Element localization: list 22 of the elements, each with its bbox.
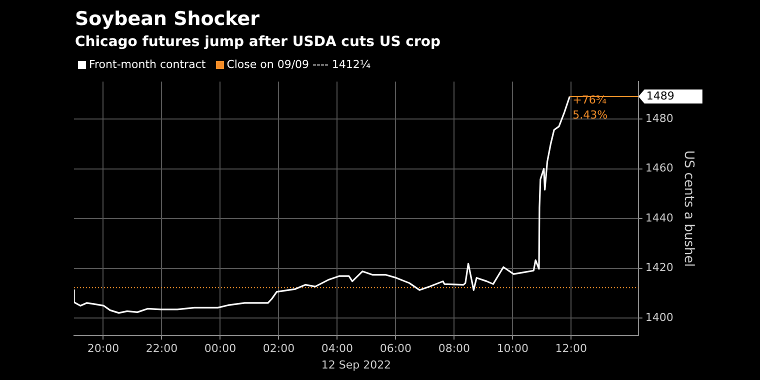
legend-label: Front-month contract [89, 58, 206, 71]
y-tick-label: 1460 [645, 162, 674, 175]
y-tick-label: 1420 [645, 261, 674, 274]
x-axis-title: 12 Sep 2022 [321, 358, 392, 372]
x-tick-label: 08:00 [438, 342, 470, 356]
y-tick-label: 1480 [645, 112, 674, 125]
legend-label: Close on 09/09 ---- 1412¼ [226, 58, 371, 71]
x-tick-label: 22:00 [146, 342, 178, 356]
y-tick-label: 1440 [645, 211, 674, 224]
x-tick-label: 02:00 [262, 342, 295, 356]
x-tick-label: 12:00 [555, 342, 587, 356]
chart-title: Soybean Shocker [75, 8, 260, 30]
x-tick-label: 06:00 [380, 342, 412, 356]
annotation: 5.43% [572, 108, 608, 122]
annotation: 1489 [646, 89, 674, 102]
chart-subtitle: Chicago futures jump after USDA cuts US crop [75, 34, 440, 50]
x-tick-label: 20:00 [87, 342, 120, 356]
x-tick-label: 10:00 [496, 342, 529, 356]
y-axis-title: US cents a bushel [680, 150, 696, 267]
x-tick-label: 04:00 [321, 342, 354, 356]
y-tick-label: 1400 [645, 311, 674, 324]
x-tick-label: 00:00 [204, 342, 236, 356]
